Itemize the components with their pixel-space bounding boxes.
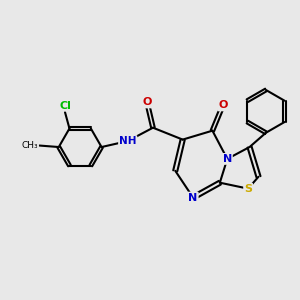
Text: NH: NH [119, 136, 136, 146]
Text: O: O [218, 100, 227, 110]
Text: O: O [142, 98, 152, 107]
Text: S: S [244, 184, 252, 194]
Text: Cl: Cl [59, 100, 71, 111]
Text: N: N [188, 193, 198, 202]
Text: CH₃: CH₃ [22, 141, 38, 150]
Text: N: N [223, 154, 232, 164]
